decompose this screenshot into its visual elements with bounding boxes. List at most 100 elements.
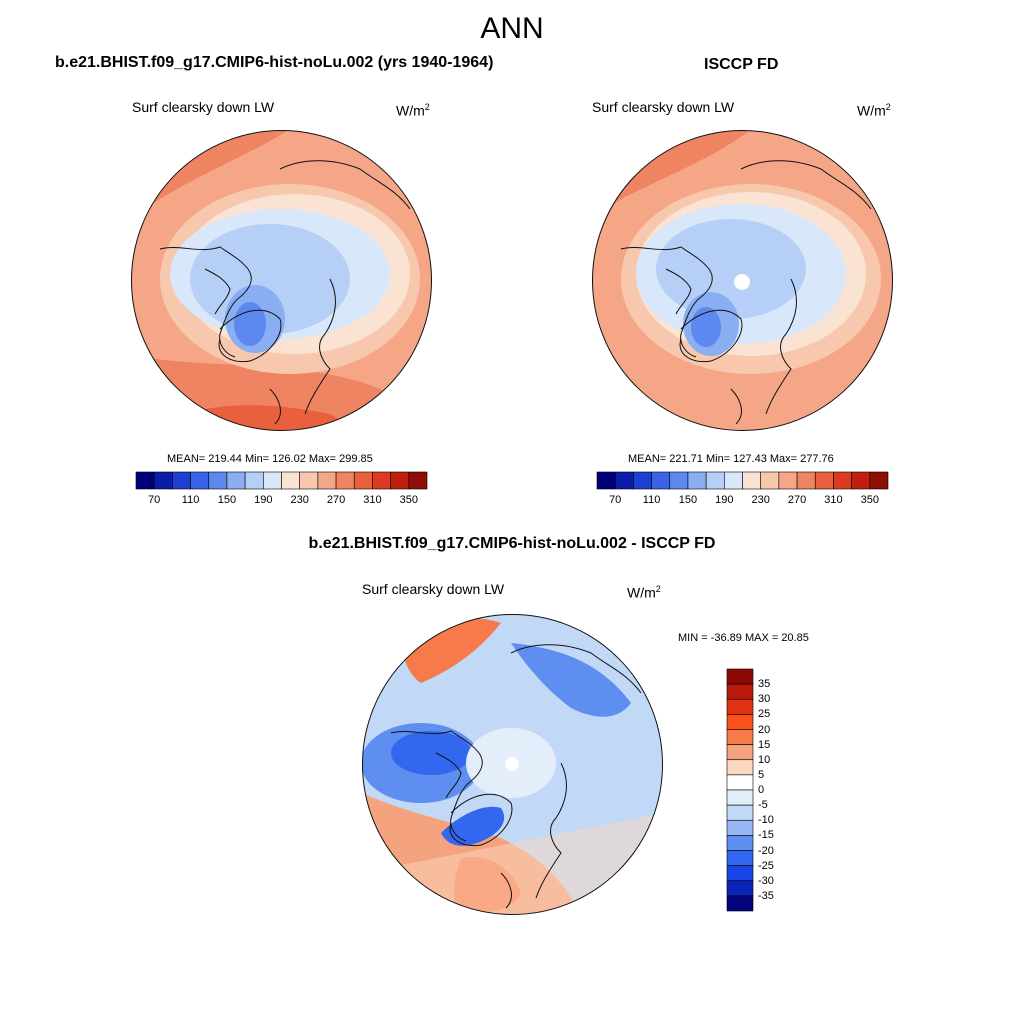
colorbar-swatch [833, 471, 852, 490]
colorbar-swatch [281, 471, 300, 490]
colorbar-swatch [726, 850, 754, 866]
colorbar-tick-label: 110 [181, 494, 200, 506]
panel1-units: W/m2 [396, 102, 430, 119]
colorbar-tick-label: 350 [860, 494, 879, 506]
colorbar-swatch [263, 471, 282, 490]
colorbar-tick-label: 270 [787, 494, 807, 506]
panel1-colorbar [135, 471, 428, 490]
panel2-case-title: ISCCP FD [704, 56, 779, 73]
colorbar-swatch [596, 471, 616, 490]
colorbar-swatch [726, 789, 754, 806]
colorbar-swatch [724, 471, 743, 490]
colorbar-swatch [726, 744, 754, 761]
colorbar-swatch [726, 865, 754, 882]
colorbar-tick-label: 15 [758, 738, 771, 751]
colorbar-swatch [390, 471, 410, 490]
colorbar-swatch [778, 471, 798, 490]
colorbar-tick-label: 270 [326, 494, 346, 506]
panel3-colorbar [726, 668, 754, 912]
colorbar-swatch [726, 835, 754, 851]
colorbar-tick-label: -10 [758, 814, 774, 827]
panel2-variable-label: Surf clearsky down LW [592, 99, 735, 115]
colorbar-swatch [742, 471, 761, 490]
panel3-case-title: b.e21.BHIST.f09_g17.CMIP6-hist-noLu.002 … [308, 535, 716, 552]
panel3-variable-label: Surf clearsky down LW [362, 581, 505, 597]
colorbar-swatch [190, 471, 210, 490]
panel1-polar-map [131, 130, 432, 431]
colorbar-tick-label: -5 [758, 799, 768, 812]
colorbar-tick-label: 190 [254, 494, 273, 506]
colorbar-tick-label: 150 [678, 494, 698, 506]
panel1-stats: MEAN= 219.44 Min= 126.02 Max= 299.85 [167, 453, 373, 465]
colorbar-swatch [317, 471, 337, 490]
colorbar-swatch [633, 471, 652, 490]
colorbar-swatch [244, 471, 264, 490]
colorbar-swatch [726, 683, 754, 700]
panel3-units: W/m2 [627, 584, 661, 601]
colorbar-swatch [335, 471, 355, 490]
colorbar-swatch [851, 471, 871, 490]
colorbar-tick-label: 230 [751, 494, 770, 506]
panel3-stats: MIN = -36.89 MAX = 20.85 [678, 632, 809, 644]
colorbar-tick-label: -25 [758, 859, 774, 872]
page-title: ANN [480, 12, 544, 45]
colorbar-tick-label: 25 [758, 708, 771, 721]
panel2-units: W/m2 [857, 102, 891, 119]
colorbar-tick-label: 5 [758, 768, 765, 781]
colorbar-swatch [705, 471, 725, 490]
colorbar-swatch [153, 471, 173, 490]
colorbar-swatch [726, 774, 754, 791]
colorbar-tick-label: 35 [758, 678, 771, 691]
colorbar-tick-label: -35 [758, 889, 774, 902]
colorbar-swatch [796, 471, 816, 490]
colorbar-swatch [726, 729, 754, 745]
panel3-polar-map [362, 614, 663, 915]
colorbar-swatch [726, 668, 754, 685]
colorbar-swatch [208, 471, 228, 490]
colorbar-tick-label: 20 [758, 723, 771, 736]
colorbar-tick-label: 10 [758, 753, 771, 766]
panel2-stats: MEAN= 221.71 Min= 127.43 Max= 277.76 [628, 453, 834, 465]
colorbar-swatch [726, 804, 754, 821]
colorbar-swatch [614, 471, 634, 490]
colorbar-swatch [669, 471, 689, 490]
colorbar-swatch [814, 471, 834, 490]
colorbar-swatch [726, 895, 754, 912]
panel2-polar-map [592, 130, 893, 431]
colorbar-swatch [726, 819, 754, 836]
colorbar-tick-label: -30 [758, 874, 774, 887]
colorbar-swatch [760, 471, 780, 490]
colorbar-swatch [372, 471, 391, 490]
colorbar-swatch [726, 759, 754, 776]
colorbar-swatch [726, 698, 754, 715]
panel2-colorbar [596, 471, 889, 490]
colorbar-swatch [687, 471, 707, 490]
colorbar-swatch [726, 714, 754, 730]
colorbar-swatch [172, 471, 191, 490]
colorbar-tick-label: 70 [148, 494, 161, 506]
colorbar-tick-label: 310 [824, 494, 843, 506]
panel3-colorbar-labels: 35 30 25 20 15 10 5 0 -5 -10 -15 -20 -25 -30 -35 [758, 669, 798, 911]
colorbar-tick-label: 70 [609, 494, 622, 506]
panel1-case-title: b.e21.BHIST.f09_g17.CMIP6-hist-noLu.002 … [55, 54, 494, 71]
colorbar-tick-label: 110 [642, 494, 661, 506]
colorbar-tick-label: 150 [217, 494, 237, 506]
colorbar-tick-label: 190 [715, 494, 734, 506]
colorbar-swatch [299, 471, 319, 490]
colorbar-swatch [408, 471, 428, 490]
colorbar-tick-label: 310 [363, 494, 382, 506]
colorbar-swatch [135, 471, 155, 490]
colorbar-tick-label: -20 [758, 844, 774, 857]
colorbar-swatch [353, 471, 373, 490]
colorbar-swatch [726, 880, 754, 897]
colorbar-tick-label: 0 [758, 784, 765, 796]
colorbar-swatch [869, 471, 889, 490]
colorbar-tick-label: -15 [758, 829, 774, 842]
colorbar-swatch [226, 471, 246, 490]
panel1-variable-label: Surf clearsky down LW [132, 99, 275, 115]
colorbar-swatch [651, 471, 671, 490]
colorbar-tick-label: 30 [758, 693, 771, 706]
panel2-colorbar-labels: 70 110 150 190 230 270 310 350 [597, 494, 888, 508]
colorbar-tick-label: 350 [399, 494, 418, 506]
panel1-colorbar-labels: 70 110 150 190 230 270 310 350 [136, 494, 427, 508]
